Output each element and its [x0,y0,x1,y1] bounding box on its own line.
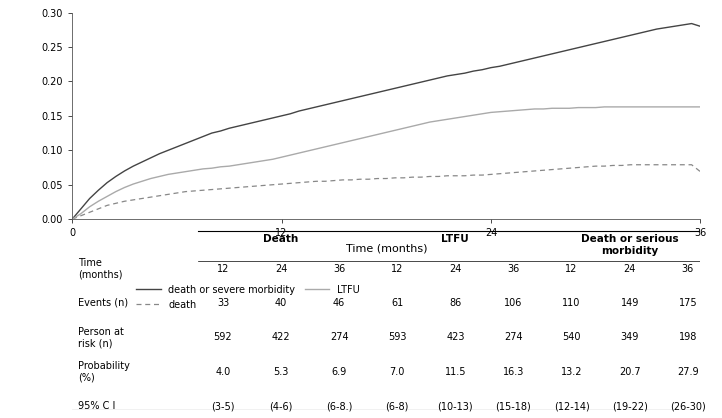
Text: 593: 593 [388,332,406,342]
Text: (4-6): (4-6) [269,401,292,411]
Text: 7.0: 7.0 [390,367,405,377]
Text: 198: 198 [679,332,697,342]
Text: 20.7: 20.7 [619,367,640,377]
Text: LTFU: LTFU [441,234,469,244]
Text: 149: 149 [620,298,639,308]
Text: 95% C I: 95% C I [79,401,116,411]
Text: Person at
risk (n): Person at risk (n) [79,326,124,348]
Text: 11.5: 11.5 [445,367,466,377]
Text: (10-13): (10-13) [438,401,473,411]
Text: 24: 24 [275,264,287,274]
Text: 86: 86 [449,298,461,308]
Text: 12: 12 [565,264,578,274]
Text: 27.9: 27.9 [677,367,699,377]
Text: 6.9: 6.9 [331,367,347,377]
Text: 423: 423 [446,332,465,342]
X-axis label: Time (months): Time (months) [346,244,427,254]
Legend: death or severe morbidity, death, LTFU: death or severe morbidity, death, LTFU [132,281,364,314]
Text: 24: 24 [624,264,636,274]
Text: (26-30): (26-30) [670,401,705,411]
Text: 16.3: 16.3 [503,367,524,377]
Text: (6-8): (6-8) [386,401,409,411]
Text: 13.2: 13.2 [561,367,583,377]
Text: Death: Death [264,234,299,244]
Text: 110: 110 [562,298,580,308]
Text: 33: 33 [217,298,229,308]
Text: (12-14): (12-14) [554,401,589,411]
Text: 540: 540 [562,332,580,342]
Text: 36: 36 [508,264,520,274]
Text: 592: 592 [214,332,232,342]
Text: 422: 422 [271,332,290,342]
Text: 4.0: 4.0 [215,367,230,377]
Text: 274: 274 [330,332,349,342]
Text: Death or serious
morbidity: Death or serious morbidity [581,234,679,256]
Text: Events (n): Events (n) [79,298,129,308]
Text: 24: 24 [449,264,461,274]
Text: 36: 36 [333,264,345,274]
Text: 12: 12 [391,264,404,274]
Text: 12: 12 [217,264,229,274]
Text: 36: 36 [682,264,694,274]
Text: 175: 175 [679,298,697,308]
Text: 46: 46 [333,298,345,308]
Text: 61: 61 [391,298,404,308]
Text: (3-5): (3-5) [212,401,235,411]
Text: (19-22): (19-22) [612,401,648,411]
Text: Time
(months): Time (months) [79,258,123,279]
Text: 349: 349 [620,332,639,342]
Text: 40: 40 [275,298,287,308]
Text: 5.3: 5.3 [274,367,289,377]
Text: (15-18): (15-18) [495,401,531,411]
Text: 106: 106 [504,298,523,308]
Text: Probability
(%): Probability (%) [79,361,131,382]
Text: 274: 274 [504,332,523,342]
Text: (6-8.): (6-8.) [326,401,352,411]
